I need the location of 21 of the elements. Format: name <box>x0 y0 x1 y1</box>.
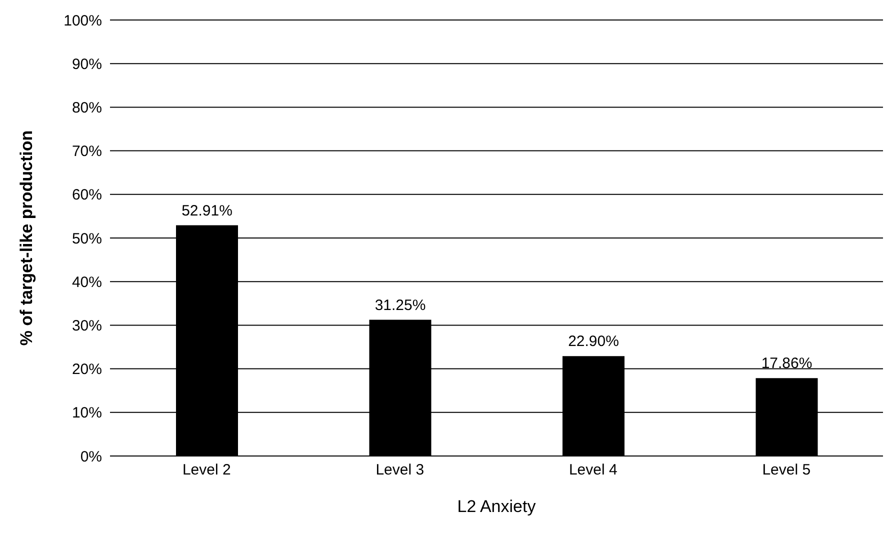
y-tick-label: 50% <box>72 230 102 248</box>
y-tick-label: 80% <box>72 100 102 117</box>
data-label: 52.91% <box>182 202 232 220</box>
y-tick-label: 30% <box>72 318 102 335</box>
x-axis-title: L2 Anxiety <box>457 497 536 516</box>
x-tick-label: Level 3 <box>376 462 424 479</box>
y-tick-label: 90% <box>72 56 102 73</box>
x-tick-label: Level 4 <box>568 462 618 479</box>
y-tick-label: 20% <box>72 361 102 378</box>
y-axis-title: % of target-like production <box>17 130 36 346</box>
data-label: 17.86% <box>761 355 812 372</box>
y-tick-label: 10% <box>72 404 102 422</box>
y-tick-label: 70% <box>72 143 102 160</box>
y-tick-label: 40% <box>72 274 102 291</box>
y-tick-label: 60% <box>72 186 102 204</box>
y-tick-label: 0% <box>80 448 102 466</box>
x-tick-label: Level 5 <box>762 462 811 479</box>
data-label: 22.90% <box>568 333 619 350</box>
data-label: 31.25% <box>374 296 426 314</box>
y-tick-label: 100% <box>64 12 102 30</box>
x-tick-label: Level 2 <box>182 462 231 479</box>
